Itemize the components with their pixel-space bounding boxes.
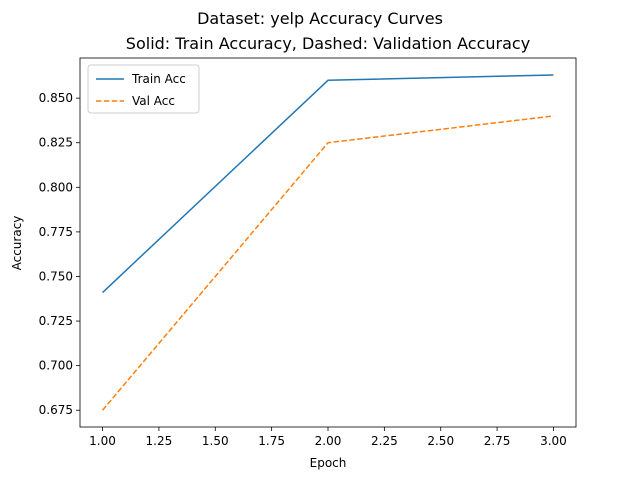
- x-tick-label: 1.50: [202, 434, 229, 448]
- y-axis-ticks: 0.675 0.700 0.725 0.750 0.775 0.800 0.825 0.850: [39, 91, 80, 417]
- x-tick-label: 2.00: [315, 434, 342, 448]
- y-axis-label: Accuracy: [10, 216, 24, 271]
- x-axis-label: Epoch: [310, 456, 347, 470]
- y-tick-label: 0.800: [39, 180, 73, 194]
- x-tick-label: 3.00: [540, 434, 567, 448]
- series-layer: [101, 74, 554, 411]
- x-axis-ticks: 1.00 1.25 1.50 1.75 2.00 2.25 2.50 2.75 3.00: [89, 427, 567, 448]
- y-tick-label: 0.850: [39, 91, 73, 105]
- x-tick-label: 1.25: [146, 434, 173, 448]
- y-tick-label: 0.700: [39, 359, 73, 373]
- x-tick-label: 2.75: [484, 434, 511, 448]
- y-tick-label: 0.725: [39, 314, 73, 328]
- x-tick-label: 1.75: [258, 434, 285, 448]
- legend-label: Train Acc: [131, 72, 186, 86]
- y-tick-label: 0.775: [39, 225, 73, 239]
- y-tick-label: 0.750: [39, 269, 73, 283]
- x-tick-label: 2.25: [371, 434, 398, 448]
- chart-subtitle: Solid: Train Accuracy, Dashed: Validatio…: [126, 34, 530, 53]
- y-tick-label: 0.675: [39, 403, 73, 417]
- x-tick-label: 2.50: [427, 434, 454, 448]
- x-tick-label: 1.00: [89, 434, 116, 448]
- legend-label: Val Acc: [132, 94, 175, 108]
- chart-title: Dataset: yelp Accuracy Curves: [197, 9, 443, 28]
- y-tick-label: 0.825: [39, 136, 73, 150]
- legend: Train Acc Val Acc: [87, 64, 200, 114]
